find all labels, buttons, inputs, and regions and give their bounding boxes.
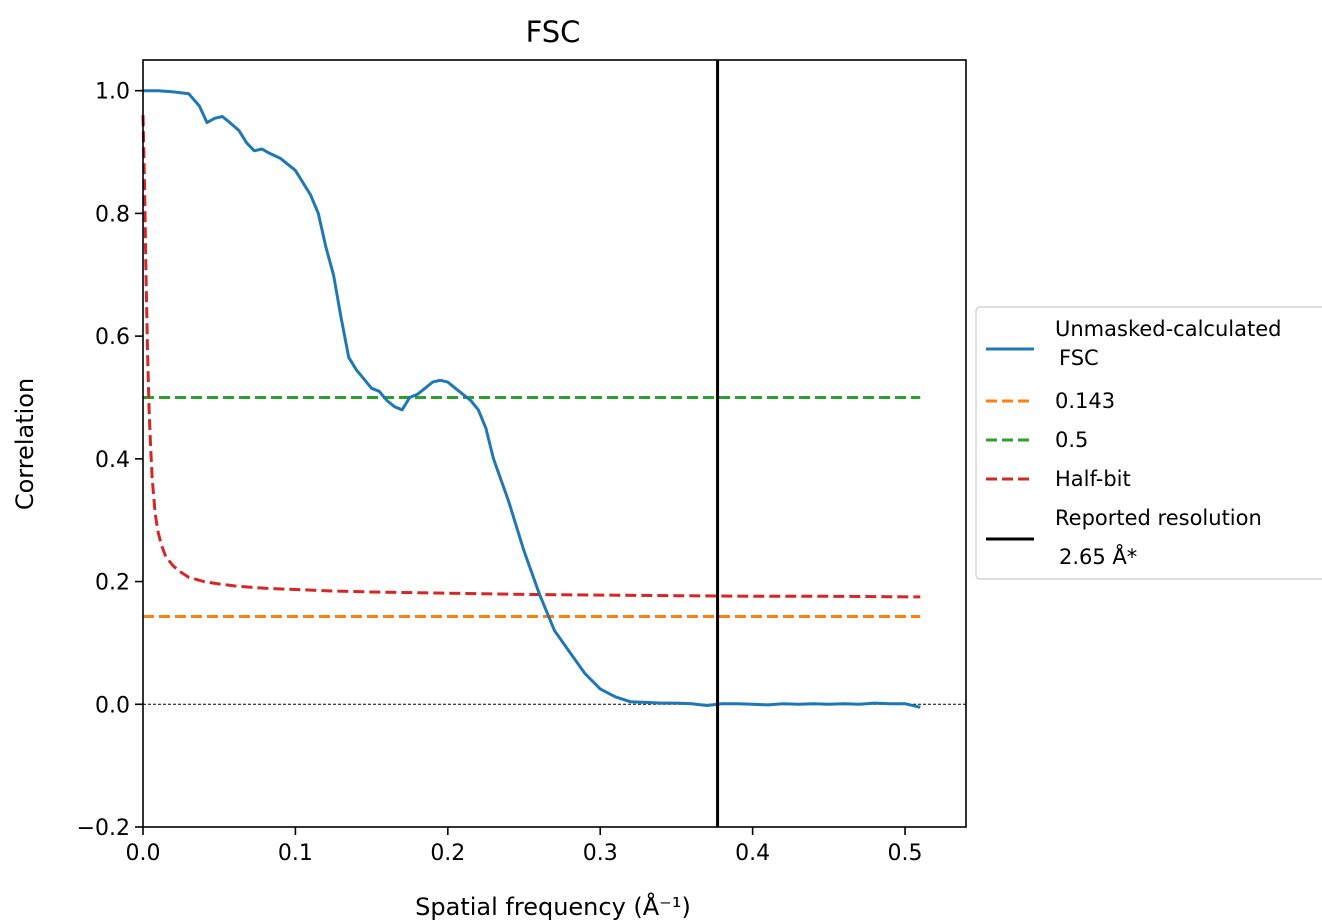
y-tick-label: 0.8 <box>95 202 130 227</box>
y-tick-label: 0.2 <box>95 571 130 596</box>
x-tick-label: 0.1 <box>278 841 313 866</box>
axes-frame <box>142 59 967 828</box>
plot-area <box>141 60 966 827</box>
legend-label-1: 0.143 <box>1055 389 1115 413</box>
x-axis-label: Spatial frequency (Å⁻¹) <box>415 892 691 921</box>
legend-label-0: FSC <box>1059 346 1099 370</box>
legend-label-4: Reported resolution <box>1055 506 1262 530</box>
legend-label-4: 2.65 Å* <box>1059 543 1137 569</box>
legend-label-0: Unmasked-calculated <box>1055 317 1281 341</box>
legend: Unmasked-calculated FSC 0.143 0.5 Half-bit Re… <box>975 306 1322 580</box>
series-0-line <box>143 89 921 709</box>
legend-label-3: Half-bit <box>1055 467 1131 491</box>
x-tick-label: 0.2 <box>430 841 465 866</box>
axis-ticks: 0.0 0.1 0.2 0.3 0.4 0.5−0.20.00.20.40.60.81.0 <box>77 80 923 866</box>
y-axis-label: Correlation <box>11 378 39 510</box>
legend-label-2: 0.5 <box>1055 428 1088 452</box>
chart-title: FSC <box>526 15 581 49</box>
y-tick-label: 1.0 <box>95 80 130 105</box>
x-tick-label: 0.3 <box>583 841 618 866</box>
x-tick-label: 0.0 <box>126 841 161 866</box>
y-tick-label: 0.4 <box>95 448 130 473</box>
x-tick-label: 0.5 <box>888 841 923 866</box>
y-tick-label: 0.6 <box>95 325 130 350</box>
series-3-line <box>141 115 921 599</box>
x-tick-label: 0.4 <box>735 841 770 866</box>
legend-box <box>975 306 1322 580</box>
y-tick-label: 0.0 <box>95 693 130 718</box>
y-tick-label: −0.2 <box>77 816 130 841</box>
